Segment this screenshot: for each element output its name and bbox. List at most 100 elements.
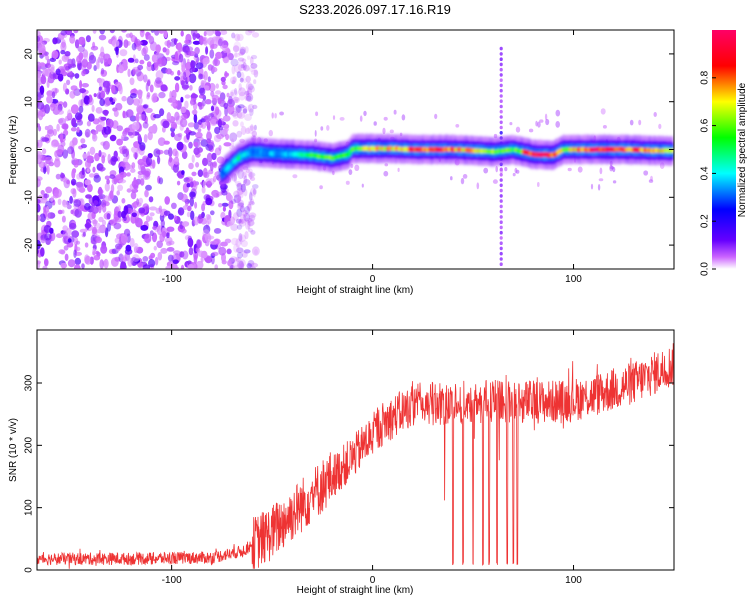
noise-cell — [242, 108, 248, 114]
noise-cell — [247, 168, 253, 174]
noise-cell — [236, 33, 244, 42]
noise-cell — [155, 77, 162, 84]
noise-cell — [189, 181, 194, 188]
noise-cell — [239, 235, 243, 245]
noise-cell — [87, 113, 95, 122]
noise-cell — [155, 52, 162, 58]
noise-cell — [143, 104, 149, 109]
noise-cell — [648, 179, 654, 183]
noise-cell — [89, 146, 96, 155]
noise-cell — [239, 77, 244, 83]
noise-cell — [612, 180, 617, 184]
noise-cell — [103, 53, 111, 62]
noise-cell — [237, 104, 245, 109]
noise-cell — [179, 118, 188, 128]
colorbar-tick-label: 0.8 — [700, 70, 711, 84]
noise-cell — [190, 98, 194, 107]
noise-cell — [198, 213, 203, 220]
noise-cell — [190, 210, 195, 221]
snr-y-label: SNR (10 * v/v) — [8, 418, 19, 482]
artifact-cell — [499, 131, 503, 135]
noise-cell — [176, 180, 181, 186]
noise-cell — [58, 59, 62, 65]
noise-cell — [37, 110, 44, 121]
spectrogram-noise-cells — [37, 30, 670, 269]
noise-cell — [220, 211, 226, 220]
noise-cell — [54, 88, 58, 94]
noise-cell — [250, 124, 254, 131]
noise-cell — [44, 258, 48, 266]
noise-cell — [69, 35, 76, 44]
noise-cell — [93, 65, 97, 71]
noise-cell — [180, 71, 184, 81]
noise-cell — [244, 90, 250, 96]
noise-cell — [104, 182, 110, 192]
noise-cell — [545, 118, 550, 126]
noise-cell — [67, 259, 76, 268]
noise-cell — [46, 164, 50, 175]
noise-cell — [180, 96, 184, 103]
noise-cell — [53, 188, 62, 198]
noise-cell — [70, 118, 76, 127]
noise-cell — [106, 213, 111, 220]
noise-cell — [191, 109, 198, 115]
noise-cell — [602, 125, 607, 129]
noise-cell — [509, 122, 513, 126]
noise-cell — [37, 123, 40, 128]
noise-cell — [80, 98, 84, 108]
noise-cell — [239, 46, 246, 55]
noise-cell — [174, 51, 179, 61]
noise-cell — [122, 130, 128, 137]
noise-cell — [180, 80, 185, 86]
noise-cell — [219, 30, 228, 35]
noise-cell — [146, 92, 151, 98]
noise-cell — [98, 86, 102, 91]
noise-cell — [92, 118, 100, 125]
noise-cell — [238, 51, 244, 56]
noise-cell — [222, 84, 228, 90]
noise-cell — [70, 127, 77, 132]
noise-cell — [245, 81, 253, 91]
noise-cell — [73, 160, 79, 168]
noise-cell — [226, 194, 233, 202]
noise-cell — [233, 190, 240, 198]
noise-cell — [171, 96, 176, 103]
noise-cell — [115, 46, 119, 56]
noise-cell — [140, 178, 145, 186]
noise-cell — [158, 91, 166, 99]
noise-cell — [254, 249, 258, 255]
noise-cell — [460, 177, 465, 185]
noise-cell — [238, 83, 242, 91]
artifact-cell — [499, 78, 503, 82]
noise-cell — [84, 128, 91, 138]
artifact-cell — [499, 225, 503, 230]
noise-cell — [113, 222, 122, 230]
noise-cell — [133, 243, 139, 252]
noise-cell — [121, 95, 127, 102]
noise-cell — [54, 142, 60, 147]
noise-cell — [198, 94, 206, 99]
noise-cell — [40, 156, 48, 161]
noise-cell — [41, 148, 47, 155]
noise-cell — [195, 162, 200, 168]
noise-cell — [57, 198, 62, 205]
noise-cell — [70, 178, 77, 186]
noise-cell — [212, 175, 217, 183]
artifact-cell — [499, 104, 503, 109]
noise-cell — [184, 100, 189, 109]
noise-cell — [238, 218, 244, 225]
noise-cell — [193, 121, 200, 130]
noise-cell — [73, 199, 82, 207]
noise-cell — [91, 104, 95, 113]
noise-cell — [164, 236, 173, 244]
noise-cell — [145, 156, 153, 166]
noise-cell — [127, 68, 131, 78]
noise-cell — [96, 228, 102, 234]
noise-cell — [69, 195, 73, 204]
noise-cell — [238, 259, 246, 268]
noise-cell — [136, 198, 140, 206]
noise-cell — [320, 126, 324, 131]
noise-cell — [233, 264, 242, 269]
noise-cell — [234, 64, 242, 74]
noise-cell — [243, 188, 248, 197]
